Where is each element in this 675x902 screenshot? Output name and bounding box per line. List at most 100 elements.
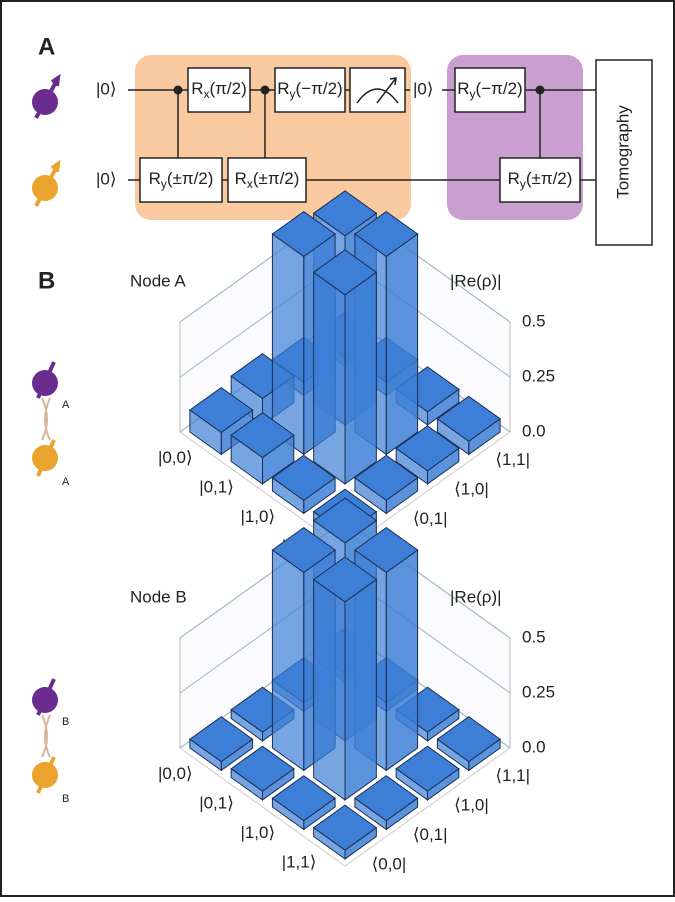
bar-top <box>271 526 336 574</box>
bar-face <box>344 578 377 801</box>
gate-axis: y <box>470 87 476 101</box>
chart-title: Node A <box>130 271 186 290</box>
row-label: |0,0⟩ <box>158 764 193 783</box>
gate-op: R <box>277 79 289 98</box>
bar <box>271 775 336 831</box>
bar-face <box>385 549 419 772</box>
bar-top <box>189 386 254 434</box>
gate-axis: x <box>204 87 210 101</box>
bar <box>395 745 460 801</box>
z-tick-label: 0.5 <box>522 627 546 646</box>
control-lines <box>177 90 541 158</box>
bar <box>189 716 254 772</box>
control-dot <box>535 85 545 95</box>
gate: Ry(−π/2) <box>274 67 346 113</box>
col-label: ⟨0,1| <box>413 509 448 528</box>
z-tick-label: 0.0 <box>522 421 546 440</box>
gate-angle: (±π/2) <box>526 169 573 188</box>
gate-label: Rx(±π/2) <box>235 169 300 191</box>
bar <box>354 454 419 515</box>
gate: Ry(±π/2) <box>499 157 581 203</box>
gate-box <box>187 67 251 113</box>
gate-box <box>454 67 526 113</box>
bar-top <box>230 412 295 459</box>
bar-face <box>385 233 419 456</box>
gate-angle: (−π/2) <box>296 79 343 98</box>
bar-top <box>271 454 336 501</box>
ket: |0⟩ <box>96 169 117 188</box>
gate-op: R <box>508 169 520 188</box>
bar-top <box>395 745 460 792</box>
node-subscript: A <box>62 476 70 488</box>
bar <box>436 716 501 772</box>
control-dot <box>173 85 183 95</box>
gate-op: R <box>457 79 469 98</box>
bar <box>312 556 378 801</box>
z-tick-label: 0.5 <box>522 311 546 330</box>
control-dot <box>260 85 270 95</box>
gate-box <box>274 67 346 113</box>
z-tick-label: 0.25 <box>522 682 555 701</box>
ket: |0⟩ <box>96 79 117 98</box>
gate: Ry(−π/2) <box>454 67 526 113</box>
bar <box>354 775 419 831</box>
node-subscript: B <box>62 793 69 805</box>
col-label: ⟨0,1| <box>413 825 448 844</box>
gate-label: Ry(−π/2) <box>277 79 342 101</box>
bar-top <box>312 804 378 851</box>
bar <box>230 412 295 485</box>
row-label: |0,1⟩ <box>199 478 234 497</box>
gate-op: R <box>235 169 247 188</box>
gate-axis: y <box>161 177 167 191</box>
col-label: ⟨1,0| <box>454 796 489 815</box>
gate-axis: y <box>290 87 296 101</box>
node-subscript: A <box>62 399 70 411</box>
gate-op: R <box>191 79 203 98</box>
z-axis-label: |Re(ρ)| <box>450 587 502 606</box>
bar-top <box>312 190 378 237</box>
bar-face <box>313 578 346 801</box>
gate-axis: x <box>247 177 253 191</box>
bar-top <box>271 775 336 822</box>
bar-top <box>312 556 378 603</box>
gate-box <box>227 157 307 203</box>
bar <box>271 454 336 515</box>
gate-angle: (±π/2) <box>253 169 300 188</box>
col-label: ⟨0,0| <box>372 855 407 874</box>
bar-top <box>312 497 378 544</box>
panel-label: B <box>38 267 55 294</box>
bar <box>312 249 378 485</box>
bar-face <box>344 271 377 485</box>
bar <box>312 804 378 860</box>
gate-label: Ry(−π/2) <box>457 79 522 101</box>
z-tick-label: 0.25 <box>522 366 555 385</box>
qubit-icon <box>32 73 61 794</box>
gate: Rx(±π/2) <box>227 157 307 203</box>
row-label: |0,0⟩ <box>158 448 193 467</box>
bar-top <box>354 526 419 574</box>
bar-top <box>436 716 501 763</box>
row-label: |1,0⟩ <box>240 823 275 842</box>
gate-angle: (π/2) <box>210 79 247 98</box>
gate-op: R <box>149 169 161 188</box>
gate: Rx(π/2) <box>187 67 251 113</box>
bar <box>395 425 460 485</box>
gate-label: Rx(π/2) <box>191 79 247 101</box>
col-label: ⟨1,0| <box>454 480 489 499</box>
bar-top <box>271 210 336 258</box>
col-label: ⟨1,1| <box>495 450 530 469</box>
bar-face <box>313 271 346 485</box>
bar-top <box>354 210 419 258</box>
z-axis-label: |Re(ρ)| <box>450 271 502 290</box>
bar-top <box>312 249 378 296</box>
gate-angle: (−π/2) <box>476 79 523 98</box>
bar-top <box>189 716 254 763</box>
tomography-box <box>595 59 653 246</box>
gate-box <box>499 157 581 203</box>
panel-label: A <box>38 33 55 60</box>
bar-face <box>271 549 305 772</box>
bar-top <box>436 395 501 442</box>
node-subscript: B <box>62 716 69 728</box>
z-tick-label: 0.0 <box>522 737 546 756</box>
gate-label: Ry(±π/2) <box>508 169 573 191</box>
